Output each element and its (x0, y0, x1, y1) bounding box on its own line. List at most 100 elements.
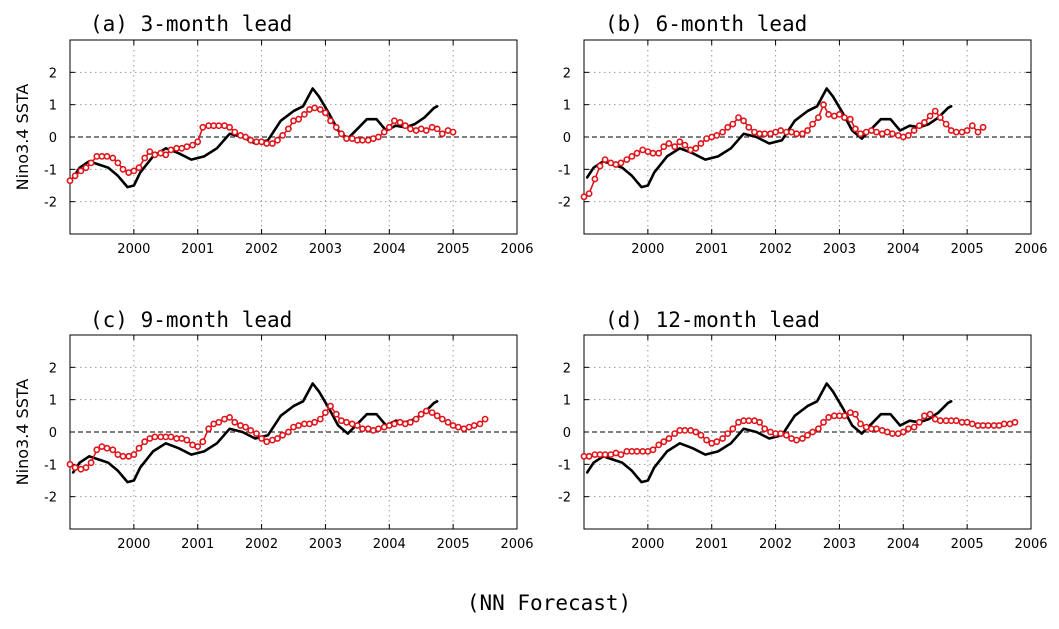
x-tick-label: 2000 (631, 537, 664, 552)
forecast-point (183, 143, 191, 151)
y-tick-label: 1 (563, 394, 571, 409)
forecast-point (968, 122, 976, 130)
forecast-point (449, 128, 457, 136)
forecast-point (247, 136, 255, 144)
forecast-point (93, 446, 101, 454)
y-tick-label: 2 (563, 66, 571, 81)
y-tick-label: 2 (563, 361, 571, 376)
forecast-point (777, 430, 785, 437)
x-tick-label: 2003 (823, 537, 856, 552)
forecast-point (374, 133, 382, 141)
forecast-point (321, 109, 329, 117)
forecast-point (71, 172, 79, 180)
forecast-point (617, 451, 625, 458)
forecast-point (119, 165, 127, 173)
panel-title: (d) 12-month lead (605, 308, 820, 332)
y-axis-label: Nino3.4 SSTA (13, 84, 32, 191)
forecast-point (857, 420, 864, 428)
x-tick-label: 2002 (759, 537, 792, 552)
forecast-point (921, 119, 928, 126)
x-tick-label: 2006 (1014, 242, 1047, 257)
forecast-point (380, 128, 388, 136)
forecast-point (396, 119, 404, 126)
x-tick-label: 2003 (823, 242, 856, 257)
forecast-point (793, 130, 800, 138)
forecast-point (194, 443, 202, 450)
forecast-point (804, 127, 811, 134)
forecast-point (921, 412, 928, 420)
forecast-point (873, 128, 880, 136)
forecast-point (713, 438, 721, 446)
forecast-point (135, 444, 143, 452)
forecast-point (412, 415, 420, 423)
forecast-point (327, 402, 334, 410)
forecast-point (841, 412, 848, 420)
forecast-point (470, 422, 478, 429)
forecast-point (681, 141, 689, 149)
forecast-point (815, 425, 822, 433)
forecast-point (390, 117, 398, 125)
forecast-point (671, 143, 679, 151)
forecast-point (401, 122, 409, 130)
forecast-point (242, 133, 249, 141)
forecast-point (783, 431, 790, 439)
forecast-point (438, 130, 446, 138)
forecast-point (141, 438, 149, 446)
forecast-point (385, 123, 393, 131)
x-tick-label: 2004 (887, 537, 920, 552)
observed-series-line (585, 87, 953, 189)
forecast-point (649, 149, 657, 157)
forecast-point (697, 431, 705, 439)
forecast-point (745, 417, 753, 425)
forecast-point (591, 175, 599, 183)
x-tick-label: 2001 (181, 242, 214, 257)
panel-b: 2000 2001 2002 2003 2004 2005 2006 -2 -1 0 1 2 (b) 6… (558, 12, 1048, 257)
forecast-point (231, 128, 239, 136)
forecast-point (936, 114, 944, 121)
forecast-point (793, 436, 800, 444)
forecast-point (353, 422, 361, 429)
forecast-point (274, 435, 281, 442)
forecast-point (311, 418, 318, 426)
x-tick-label: 2005 (437, 242, 470, 257)
forecast-point (77, 167, 85, 175)
x-tick-label: 2002 (245, 242, 278, 257)
forecast-point (66, 460, 74, 468)
x-tick-label: 2002 (245, 537, 278, 552)
forecast-point (295, 422, 302, 429)
x-tick-label: 2005 (437, 537, 470, 552)
forecast-point (406, 125, 414, 133)
x-tick-label: 2005 (951, 242, 984, 257)
forecast-point (316, 415, 324, 423)
forecast-point (71, 464, 79, 471)
forecast-point (931, 107, 939, 115)
forecast-point (660, 143, 668, 151)
forecast-point (671, 430, 679, 437)
forecast-point (729, 425, 737, 433)
forecast-point (162, 151, 170, 159)
forecast-point (735, 114, 742, 121)
forecast-point (205, 425, 212, 433)
x-tick-label: 2006 (500, 242, 533, 257)
y-tick-label: 0 (49, 426, 57, 441)
forecast-point (109, 154, 117, 162)
x-tick-label: 2002 (759, 242, 792, 257)
forecast-point (189, 141, 196, 149)
forecast-point (841, 114, 848, 121)
y-tick-label: -1 (44, 458, 57, 473)
forecast-point (580, 193, 588, 201)
forecast-point (601, 451, 609, 458)
forecast-point (836, 111, 843, 118)
forecast-point (167, 433, 175, 441)
x-tick-label: 2006 (1014, 537, 1047, 552)
forecast-point (952, 417, 960, 425)
forecast-point (697, 140, 705, 147)
forecast-point (103, 444, 111, 452)
forecast-point (433, 412, 441, 420)
forecast-point (194, 138, 202, 146)
forecast-point (279, 131, 286, 139)
forecast-point (103, 152, 111, 160)
forecast-point (332, 123, 340, 131)
forecast-point (258, 435, 265, 442)
